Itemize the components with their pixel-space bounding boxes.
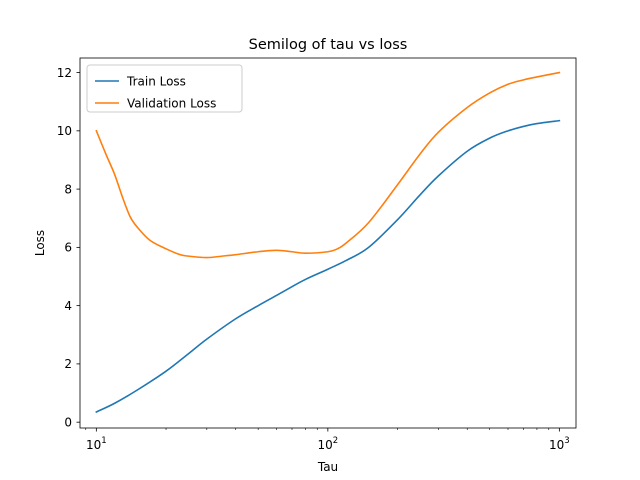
legend-box: [86, 64, 243, 113]
y-tick-label: 12: [57, 66, 72, 80]
y-tick-label: 0: [64, 415, 72, 429]
y-axis-label: Loss: [33, 230, 47, 256]
series-line-validation-loss: [95, 71, 561, 259]
legend-label-validation-loss: Validation Loss: [127, 96, 216, 110]
y-tick-label: 6: [64, 241, 72, 255]
x-tick-exponent: 3: [564, 436, 569, 446]
legend: Train Loss Validation Loss: [86, 64, 243, 113]
series-line-train-loss: [95, 119, 561, 414]
chart-title: Semilog of tau vs loss: [249, 37, 408, 53]
y-tick-label: 8: [64, 182, 72, 196]
y-tick-label: 4: [64, 299, 72, 313]
legend-label-train-loss: Train Loss: [126, 74, 186, 88]
x-tick-label: 102: [317, 436, 338, 452]
x-tick-label: 103: [549, 436, 570, 452]
y-tick-label: 10: [57, 124, 72, 138]
y-axis-ticks: 0 2 4 6 8 10 12: [57, 66, 80, 429]
series-lines: [95, 71, 561, 414]
x-tick-label: 101: [86, 436, 107, 452]
x-axis-label: Tau: [317, 460, 338, 474]
x-tick-exponent: 1: [101, 436, 106, 446]
x-axis-ticks: 101 102 103: [85, 428, 570, 452]
x-tick-exponent: 2: [333, 436, 338, 446]
y-tick-label: 2: [64, 357, 72, 371]
